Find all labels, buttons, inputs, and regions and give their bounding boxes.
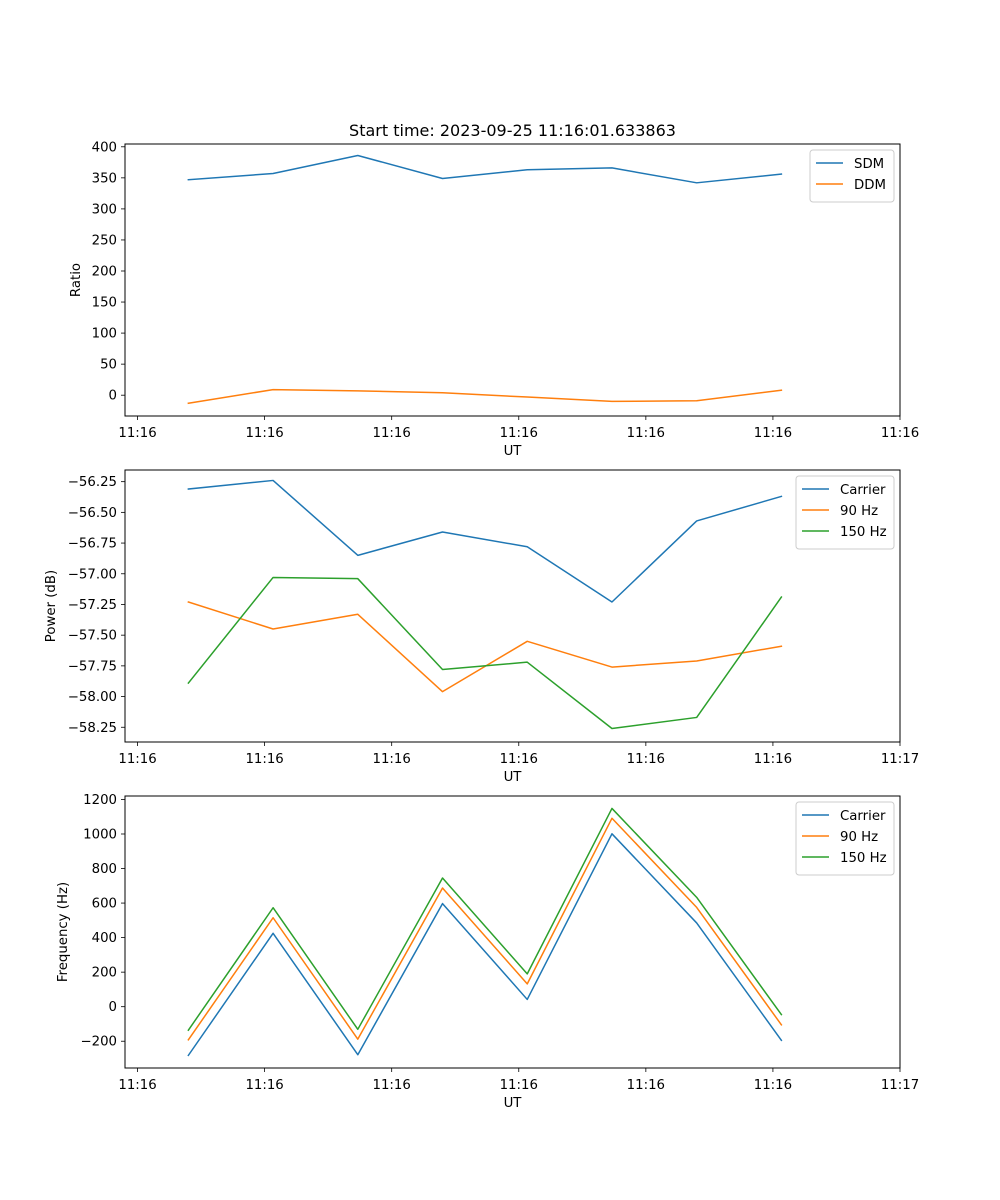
panel-3-legend: Carrier 90 Hz 150 Hz: [795, 801, 895, 876]
panel-1-y-tick-label: 350: [92, 171, 117, 186]
panel-2-x-tick-label: 11:16: [118, 752, 156, 767]
panel-2-y-tick-label: −56.75: [68, 537, 117, 552]
panel-3-legend-label-150-hz: 150 Hz: [840, 851, 887, 866]
panel-3-legend-label-carrier: Carrier: [840, 809, 886, 824]
panel-3-x-tick-label: 11:16: [500, 1078, 538, 1093]
panel-3-y-tick-label: 0: [109, 1000, 117, 1015]
panel-3-y-tick-label: 200: [92, 966, 117, 981]
panel-3-x-tick-label: 11:16: [245, 1078, 283, 1093]
panel-3-y-tick-label: 1000: [83, 827, 117, 842]
panel-2-y-tick-label: −56.25: [68, 475, 117, 490]
panel-1-x-tick-label: 11:16: [245, 426, 283, 441]
panel-2-y-axis-label: Power (dB): [44, 570, 59, 642]
panel-2-x-tick-label: 11:16: [754, 752, 792, 767]
panel-2: −58.25 −58.00 −57.75 −57.50 −57.25 −57.00 −56.…: [44, 469, 919, 785]
panel-1: 0 50 100 150 200 250 300 350 400 11:16 11:16 11:16 1…: [69, 140, 919, 459]
panel-2-y-tick-label: −58.25: [68, 721, 117, 736]
panel-2-legend-label-150-hz: 150 Hz: [840, 525, 887, 540]
panel-1-series-ddm-line: [187, 388, 783, 405]
panel-3-x-tick-label: 11:16: [118, 1078, 156, 1093]
panel-2-y-tick-label: −57.75: [68, 659, 117, 674]
panel-1-x-tick-label: 11:16: [627, 426, 665, 441]
panel-3-series-90-hz-line: [187, 817, 783, 1041]
panel-3-series-carrier-line: [187, 833, 783, 1057]
panel-3-y-tick-label: 600: [92, 897, 117, 912]
panel-1-y-tick-label: 100: [92, 327, 117, 342]
panel-3-y-tick-label: −200: [80, 1035, 117, 1050]
panel-2-x-tick-label: 11:16: [373, 752, 411, 767]
panel-2-series-carrier-line: [187, 479, 783, 603]
panel-2-x-axis-label: UT: [504, 770, 523, 785]
panel-1-y-axis-label: Ratio: [69, 263, 84, 297]
panel-2-x-tick-label: 11:16: [245, 752, 283, 767]
panel-3-x-tick-label: 11:16: [754, 1078, 792, 1093]
panel-1-legend: SDM DDM: [809, 149, 895, 203]
panel-3-x-tick-label: 11:17: [881, 1078, 919, 1093]
panel-2-axes-frame: [124, 469, 901, 743]
panel-2-y-tick-label: −58.00: [68, 690, 117, 705]
panel-3-axes-frame: [124, 795, 901, 1069]
panel-2-legend-label-carrier: Carrier: [840, 483, 886, 498]
panel-1-y-tick-label: 400: [92, 140, 117, 155]
panel-2-series-150-hz-line: [187, 576, 783, 730]
panel-2-y-tick-label: −57.00: [68, 567, 117, 582]
panel-2-x-tick-label: 11:16: [627, 752, 665, 767]
panel-1-y-tick-label: 0: [109, 389, 117, 404]
panel-1-x-tick-label: 11:16: [373, 426, 411, 441]
panel-3-series-150-hz-line: [187, 807, 783, 1032]
panel-1-x-tick-label: 11:16: [500, 426, 538, 441]
panel-1-x-tick-label: 11:16: [881, 426, 919, 441]
panel-2-y-tick-label: −56.50: [68, 506, 117, 521]
panel-1-y-tick-label: 250: [92, 233, 117, 248]
panel-1-y-tick-label: 300: [92, 202, 117, 217]
panel-3: −200 0 200 400 600 800 1000 1200 11:16 11:16 11:16…: [56, 793, 919, 1111]
panel-3-x-axis-label: UT: [504, 1096, 523, 1111]
panel-1-x-axis-label: UT: [504, 444, 523, 459]
panel-1-x-tick-label: 11:16: [118, 426, 156, 441]
panel-2-legend: Carrier 90 Hz 150 Hz: [795, 475, 895, 550]
panel-1-series-sdm-line: [187, 154, 783, 184]
panel-2-y-tick-label: −57.50: [68, 629, 117, 644]
panel-1-y-tick-label: 150: [92, 296, 117, 311]
panel-3-legend-label-90-hz: 90 Hz: [840, 830, 878, 845]
chart-title: Start time: 2023-09-25 11:16:01.633863: [349, 121, 676, 140]
panel-3-x-tick-label: 11:16: [627, 1078, 665, 1093]
panel-1-axes-frame: [124, 143, 901, 417]
panel-1-x-tick-label: 11:16: [754, 426, 792, 441]
panel-3-y-tick-label: 1200: [83, 793, 117, 808]
panel-1-y-tick-label: 50: [100, 358, 117, 373]
panel-1-legend-label-ddm: DDM: [854, 178, 886, 193]
panel-2-y-tick-label: −57.25: [68, 598, 117, 613]
panel-3-x-tick-label: 11:16: [373, 1078, 411, 1093]
panel-3-y-tick-label: 800: [92, 862, 117, 877]
panels: 0 50 100 150 200 250 300 350 400 11:16 11:16 11:16 1…: [44, 140, 919, 1111]
panel-3-y-tick-label: 400: [92, 931, 117, 946]
panel-2-x-tick-label: 11:16: [500, 752, 538, 767]
panel-3-y-axis-label: Frequency (Hz): [56, 882, 71, 982]
panel-1-legend-label-sdm: SDM: [854, 157, 884, 172]
panel-2-legend-label-90-hz: 90 Hz: [840, 504, 878, 519]
panel-1-y-tick-label: 200: [92, 264, 117, 279]
panel-2-x-tick-label: 11:17: [881, 752, 919, 767]
